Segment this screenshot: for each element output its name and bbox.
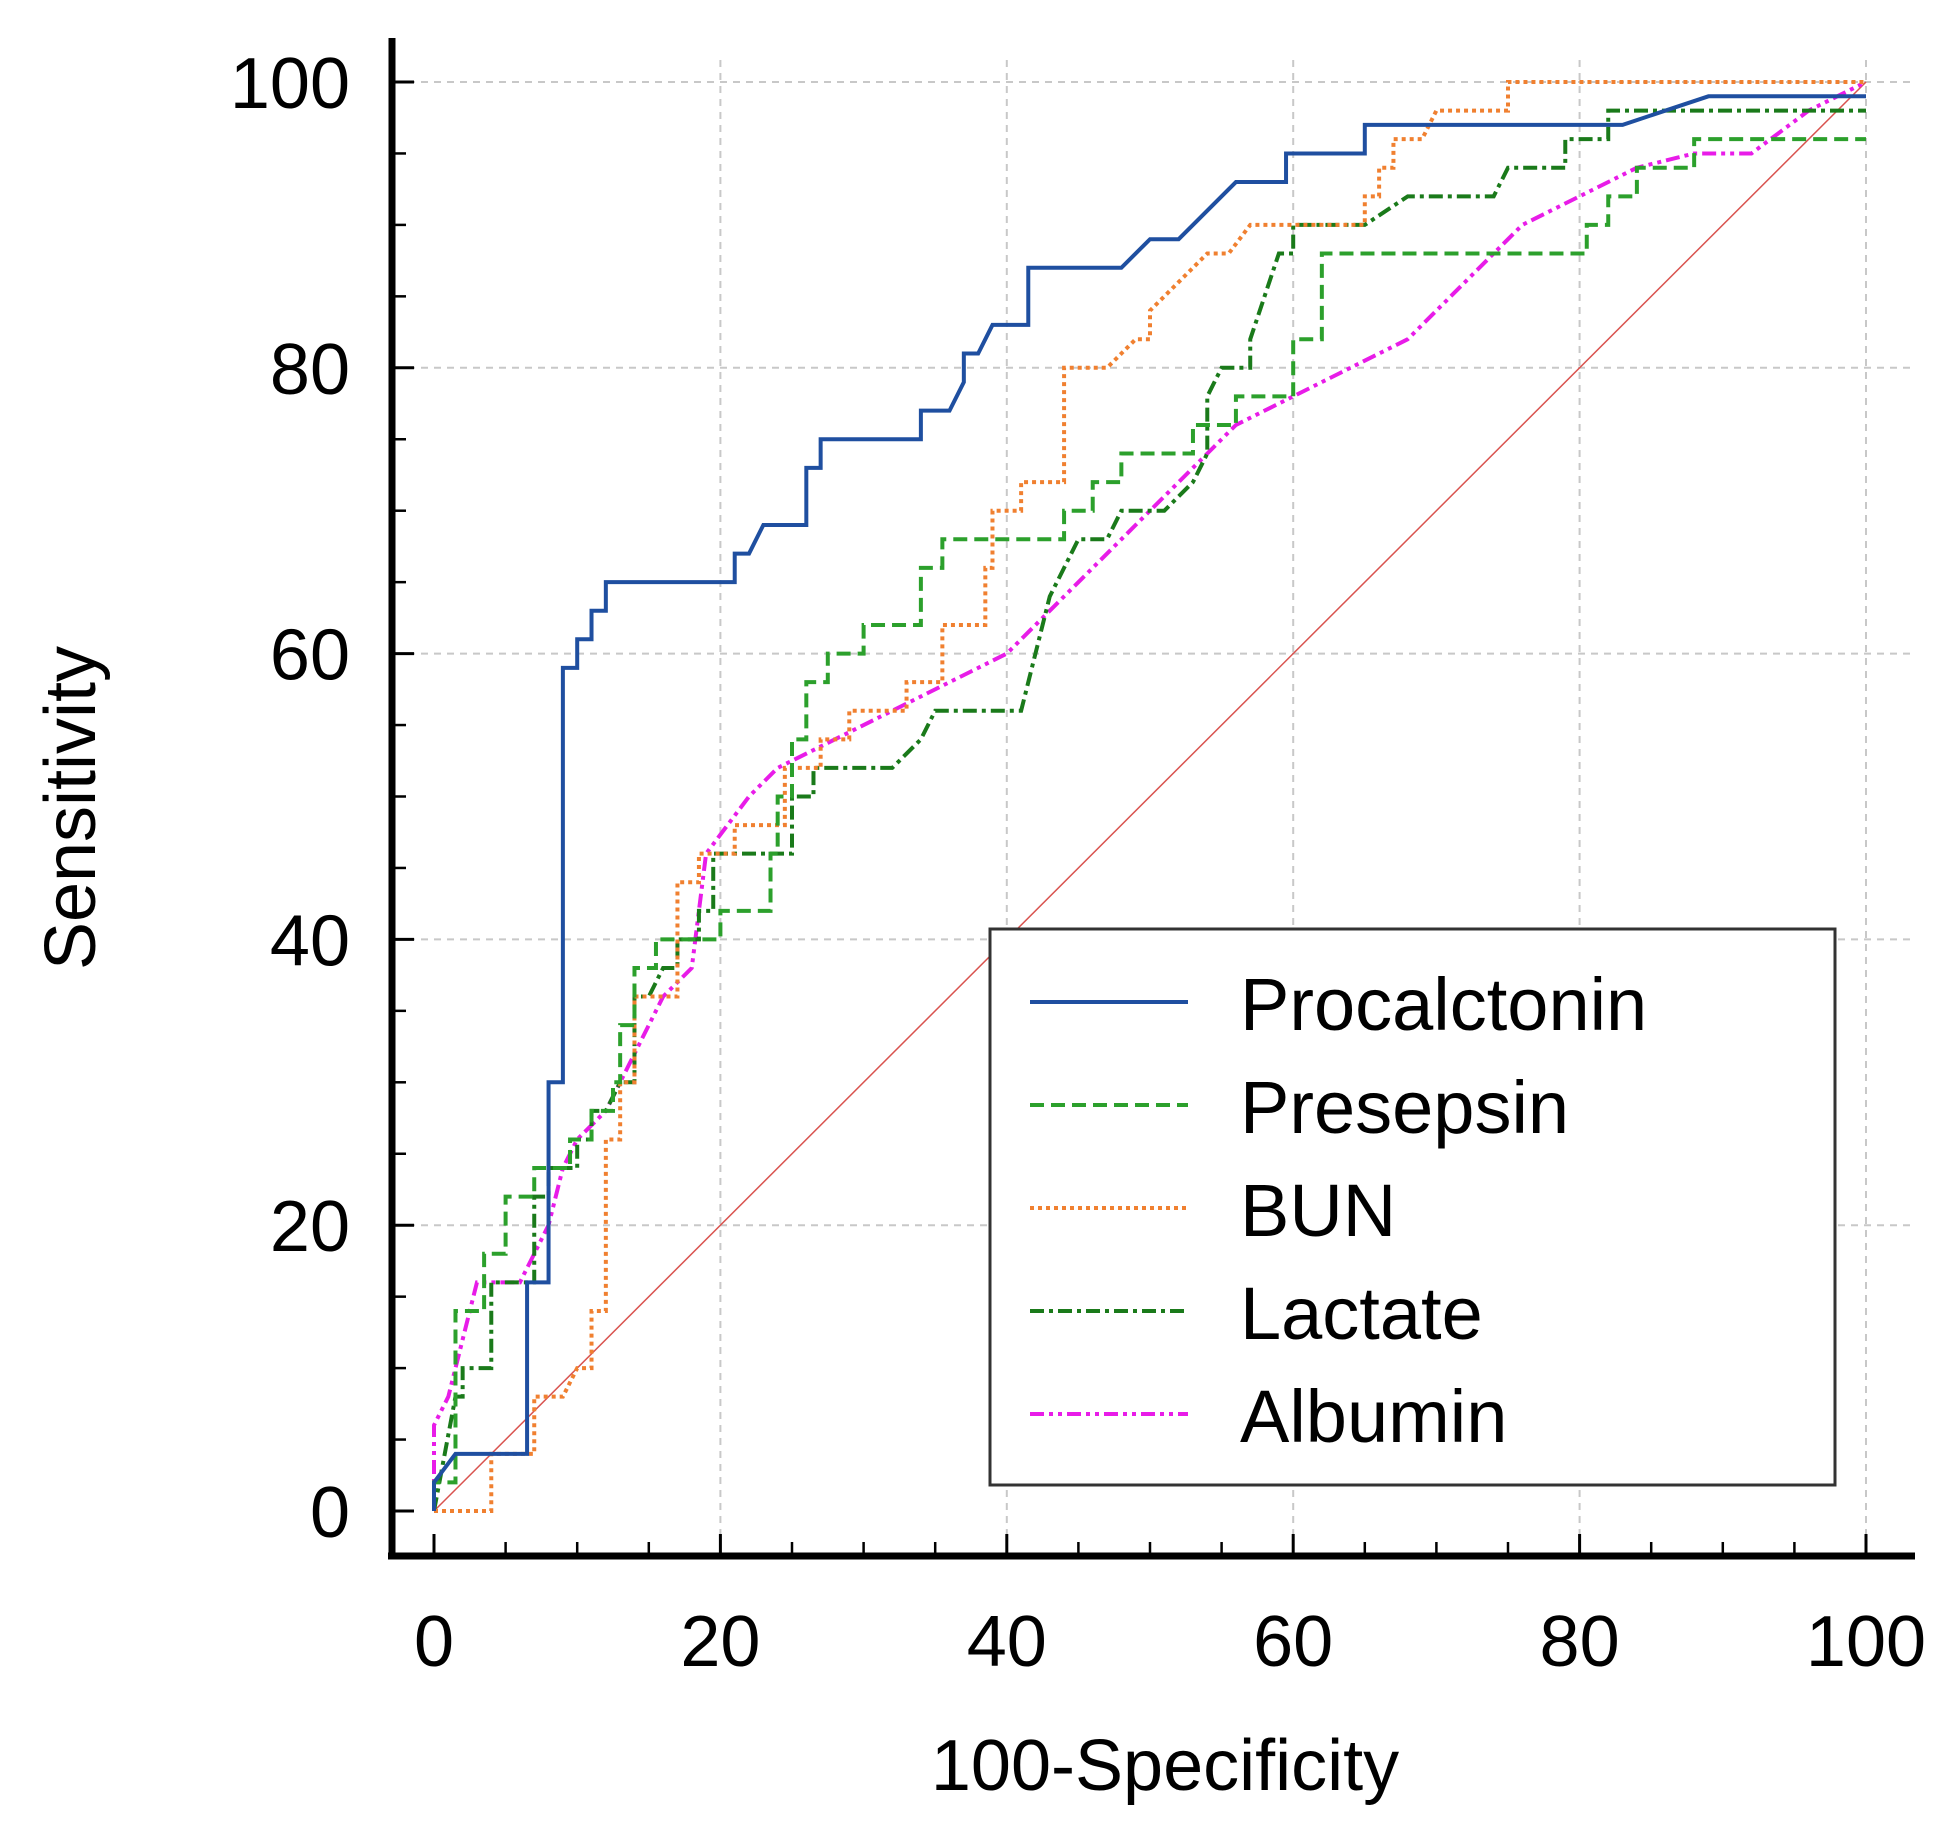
- reference-line: [433, 81, 1867, 1512]
- legend-label-albumin: Albumin: [1240, 1375, 1507, 1458]
- x-axis-title: 100-Specificity: [931, 1726, 1399, 1806]
- legend-box: [988, 927, 1837, 1487]
- y-tick-label: 100: [230, 44, 350, 124]
- y-tick-label: 0: [310, 1473, 350, 1553]
- legend-label-lactate: Lactate: [1240, 1272, 1483, 1355]
- y-tick-label: 40: [270, 901, 350, 981]
- y-tick-label: 20: [270, 1187, 350, 1267]
- legend-label-bun: BUN: [1240, 1169, 1396, 1252]
- x-tick-label: 20: [680, 1602, 760, 1682]
- legend-label-presepsin: Presepsin: [1240, 1066, 1569, 1149]
- legend-label-procalctonin: Procalctonin: [1240, 963, 1647, 1046]
- x-tick-label: 100: [1806, 1602, 1926, 1682]
- x-tick-label: 60: [1253, 1602, 1333, 1682]
- x-tick-label: 40: [967, 1602, 1047, 1682]
- ticks: 0 20 40 60 80 100 0 20 40 60 80 100: [230, 44, 1926, 1682]
- x-tick-label: 80: [1540, 1602, 1620, 1682]
- y-tick-label: 80: [270, 330, 350, 410]
- series-line-lactate: [432, 108, 1866, 1512]
- x-tick-label: 0: [414, 1602, 454, 1682]
- y-tick-label: 60: [270, 616, 350, 696]
- series-line-presepsin: [432, 137, 1866, 1511]
- y-axis-title: Sensitivity: [31, 646, 111, 970]
- series-line-procalctonin: [432, 94, 1866, 1511]
- legend: Procalctonin Presepsin BUN Lactate Albumin: [988, 927, 1837, 1487]
- axes: [388, 38, 1915, 1560]
- series-line-bun: [434, 80, 1866, 1513]
- series-line-albumin: [432, 80, 1867, 1511]
- series-layer: [432, 80, 1867, 1513]
